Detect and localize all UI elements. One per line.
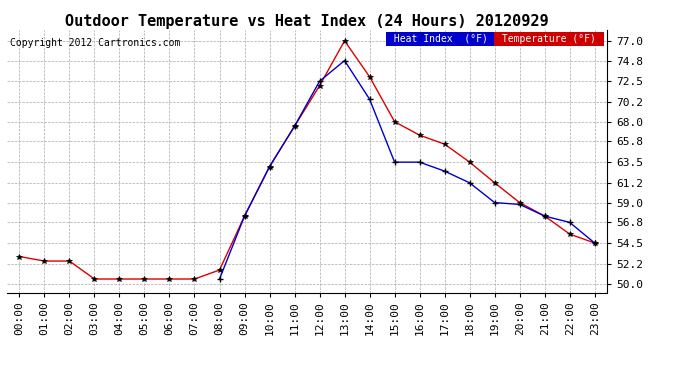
Title: Outdoor Temperature vs Heat Index (24 Hours) 20120929: Outdoor Temperature vs Heat Index (24 Ho… (66, 14, 549, 29)
Text: Heat Index  (°F): Heat Index (°F) (388, 34, 494, 44)
Text: Copyright 2012 Cartronics.com: Copyright 2012 Cartronics.com (10, 38, 180, 48)
Text: Temperature (°F): Temperature (°F) (496, 34, 602, 44)
